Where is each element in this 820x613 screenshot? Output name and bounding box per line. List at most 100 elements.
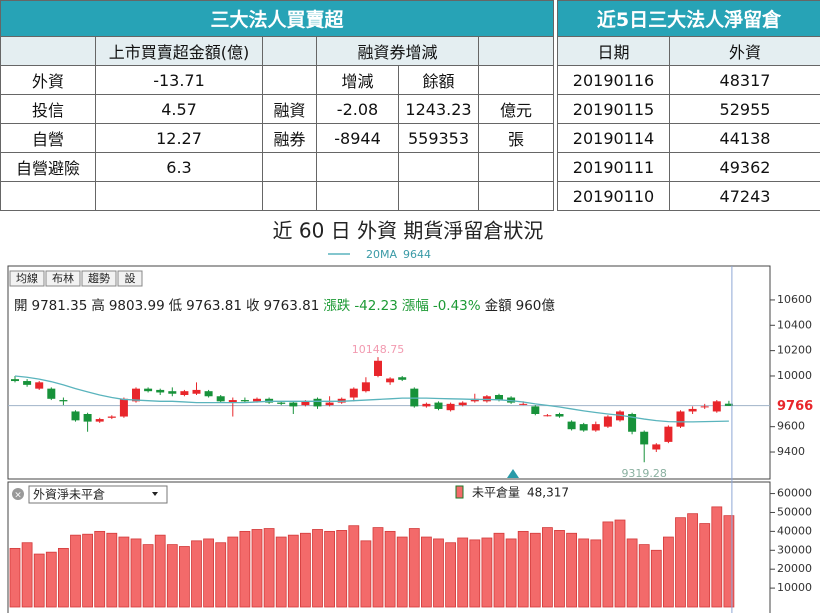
bar: [554, 530, 565, 608]
candle-body: [228, 400, 237, 403]
bar: [251, 529, 263, 608]
candle-body: [579, 424, 588, 431]
bar: [723, 515, 735, 608]
bar: [542, 527, 553, 608]
candle-body: [398, 377, 407, 380]
bar: [191, 540, 202, 608]
bar: [154, 534, 166, 608]
bar: [372, 527, 384, 608]
bar: [469, 539, 481, 608]
bar: [384, 530, 396, 608]
candle-body: [83, 413, 92, 422]
toolbar-button[interactable]: [81, 270, 117, 287]
candle-body: [664, 426, 673, 442]
candle-body: [144, 388, 153, 392]
volume-frame: [7, 481, 771, 613]
candle-body: [724, 403, 733, 406]
candle-body: [95, 419, 104, 422]
candle-body: [313, 398, 322, 407]
bar: [650, 549, 662, 608]
bar: [142, 544, 154, 608]
candle-body: [700, 406, 709, 408]
chart-title: 近 60 日 外資 期貨淨留倉狀況: [273, 219, 544, 243]
candle-body: [652, 444, 661, 450]
candle-body: [434, 402, 443, 409]
table-title: 三大法人買賣超: [0, 0, 555, 37]
y-tick-label: 10600: [777, 293, 812, 306]
header-cell: 外資: [668, 36, 820, 66]
bar: [420, 536, 432, 608]
candle-body: [47, 388, 56, 399]
candle-body: [35, 382, 44, 389]
candle-body: [555, 413, 564, 417]
bar: [58, 547, 69, 608]
bar: [663, 536, 674, 608]
candle-body: [591, 424, 600, 431]
bar: [33, 553, 45, 608]
y-tick-label: 9400: [777, 445, 805, 458]
candle-body: [458, 402, 467, 406]
legend-label: 20MA: [366, 248, 397, 261]
cell: 增減: [316, 65, 399, 95]
position-table: 近5日三大法人淨留倉 日期 外資 20190116 48317 20190115 52…: [556, 0, 820, 211]
bar: [178, 546, 190, 608]
bar: [118, 536, 130, 608]
bar: [529, 532, 541, 608]
candle-body: [446, 403, 455, 411]
bar: [263, 528, 275, 608]
bar: [9, 547, 21, 608]
institutional-table: 三大法人買賣超 上市買賣超金額(億) 融資券增減 外資 -13.71 增減 餘額 投信 4…: [0, 0, 555, 211]
legend-value: 9644: [403, 248, 431, 261]
cell: 20190115: [557, 94, 670, 124]
close-icon[interactable]: [12, 488, 24, 500]
cell: 融資: [262, 94, 317, 124]
toolbar-label: 趨勢: [88, 271, 110, 285]
toolbar-button[interactable]: [9, 270, 45, 287]
y-tick-label: 10000: [777, 369, 812, 382]
candle-body: [349, 388, 358, 398]
candle-body: [361, 382, 370, 392]
legend-swatch: [455, 485, 464, 499]
info-label: 漲跌: [323, 298, 351, 314]
selector[interactable]: [28, 485, 168, 504]
info-line: 開 9781.35 高 9803.99 低 9763.81 收 9763.81 漲跌 -42.23…: [14, 294, 559, 314]
candle-body: [712, 401, 721, 412]
price-frame: [7, 265, 771, 480]
candle-body: [192, 389, 201, 394]
bar: [348, 525, 360, 608]
candle-body: [628, 413, 637, 432]
candle-body: [107, 416, 116, 418]
info-label: 高: [91, 298, 105, 314]
toolbar-button[interactable]: [117, 270, 143, 287]
info-value: 9763.81: [186, 298, 242, 314]
candle-body: [567, 421, 576, 430]
candle-body: [59, 400, 68, 402]
bar: [675, 517, 686, 608]
cell: 自營: [0, 123, 96, 153]
candle-body: [204, 391, 213, 397]
cell: 外資: [0, 65, 96, 95]
bar: [45, 551, 57, 608]
legend-value: 48,317: [527, 486, 569, 500]
info-label: 收: [245, 298, 260, 314]
bar: [505, 538, 517, 608]
high-annotation: 10148.75: [352, 343, 405, 356]
bar: [699, 523, 711, 608]
cell: 20190116: [557, 65, 670, 95]
cell: 52955: [668, 94, 820, 124]
cell: 12.27: [95, 123, 263, 153]
bar: [481, 537, 493, 608]
cell: -13.71: [95, 65, 263, 95]
info-value: 9763.81: [263, 298, 320, 314]
cell: 6.3: [95, 152, 263, 182]
toolbar-button[interactable]: [45, 270, 81, 287]
candle-body: [422, 403, 431, 407]
bar: [215, 542, 227, 608]
header-cell: 日期: [557, 36, 670, 66]
bar: [275, 536, 287, 608]
info-label: 漲幅: [401, 298, 429, 314]
candle-body: [325, 402, 334, 406]
bar: [602, 521, 614, 608]
cell: 4.57: [95, 94, 263, 124]
